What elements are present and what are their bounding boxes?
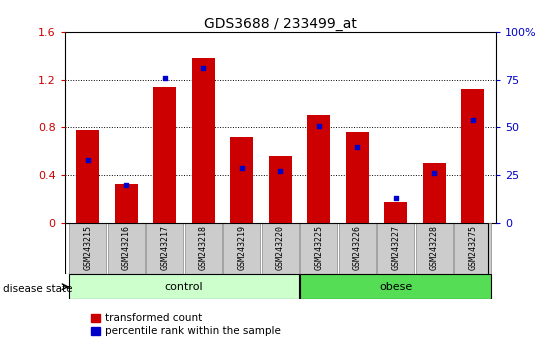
Point — [314, 123, 323, 129]
Bar — [300, 274, 491, 299]
Bar — [108, 223, 145, 274]
Text: obese: obese — [379, 282, 412, 292]
Legend: transformed count, percentile rank within the sample: transformed count, percentile rank withi… — [92, 313, 281, 336]
Bar — [377, 223, 414, 274]
Text: GSM243225: GSM243225 — [314, 224, 323, 269]
Point — [391, 195, 400, 201]
Text: disease state: disease state — [3, 284, 72, 293]
Bar — [223, 223, 260, 274]
Point — [84, 157, 92, 163]
Bar — [153, 87, 176, 223]
Bar — [230, 137, 253, 223]
Text: control: control — [165, 282, 203, 292]
Bar — [76, 130, 99, 223]
Bar — [300, 223, 337, 274]
Bar — [384, 201, 407, 223]
Point — [353, 144, 362, 149]
Text: GSM243228: GSM243228 — [430, 224, 439, 269]
Text: GSM243227: GSM243227 — [391, 224, 400, 269]
Bar — [454, 223, 491, 274]
Bar — [185, 223, 222, 274]
Bar — [70, 274, 299, 299]
Bar — [115, 184, 138, 223]
Point — [430, 171, 439, 176]
Bar — [461, 89, 485, 223]
Bar — [146, 223, 183, 274]
Bar — [345, 132, 369, 223]
Bar — [262, 223, 299, 274]
Text: GSM243215: GSM243215 — [84, 224, 92, 269]
Text: GSM243217: GSM243217 — [160, 224, 169, 269]
Text: GSM243219: GSM243219 — [237, 224, 246, 269]
Text: GSM243216: GSM243216 — [122, 224, 131, 269]
Point — [238, 165, 246, 170]
Text: GSM243226: GSM243226 — [353, 224, 362, 269]
Text: GSM243218: GSM243218 — [199, 224, 208, 269]
Point — [161, 75, 169, 81]
Bar — [269, 156, 292, 223]
Bar — [70, 223, 106, 274]
Text: GSM243220: GSM243220 — [276, 224, 285, 269]
Bar — [307, 115, 330, 223]
Bar — [416, 223, 453, 274]
Point — [468, 117, 477, 122]
Point — [122, 182, 130, 188]
Title: GDS3688 / 233499_at: GDS3688 / 233499_at — [204, 17, 357, 31]
Bar — [423, 163, 446, 223]
Point — [199, 65, 208, 71]
Text: GSM243275: GSM243275 — [468, 224, 477, 269]
Bar — [339, 223, 376, 274]
Point — [276, 169, 285, 174]
Bar — [192, 58, 215, 223]
